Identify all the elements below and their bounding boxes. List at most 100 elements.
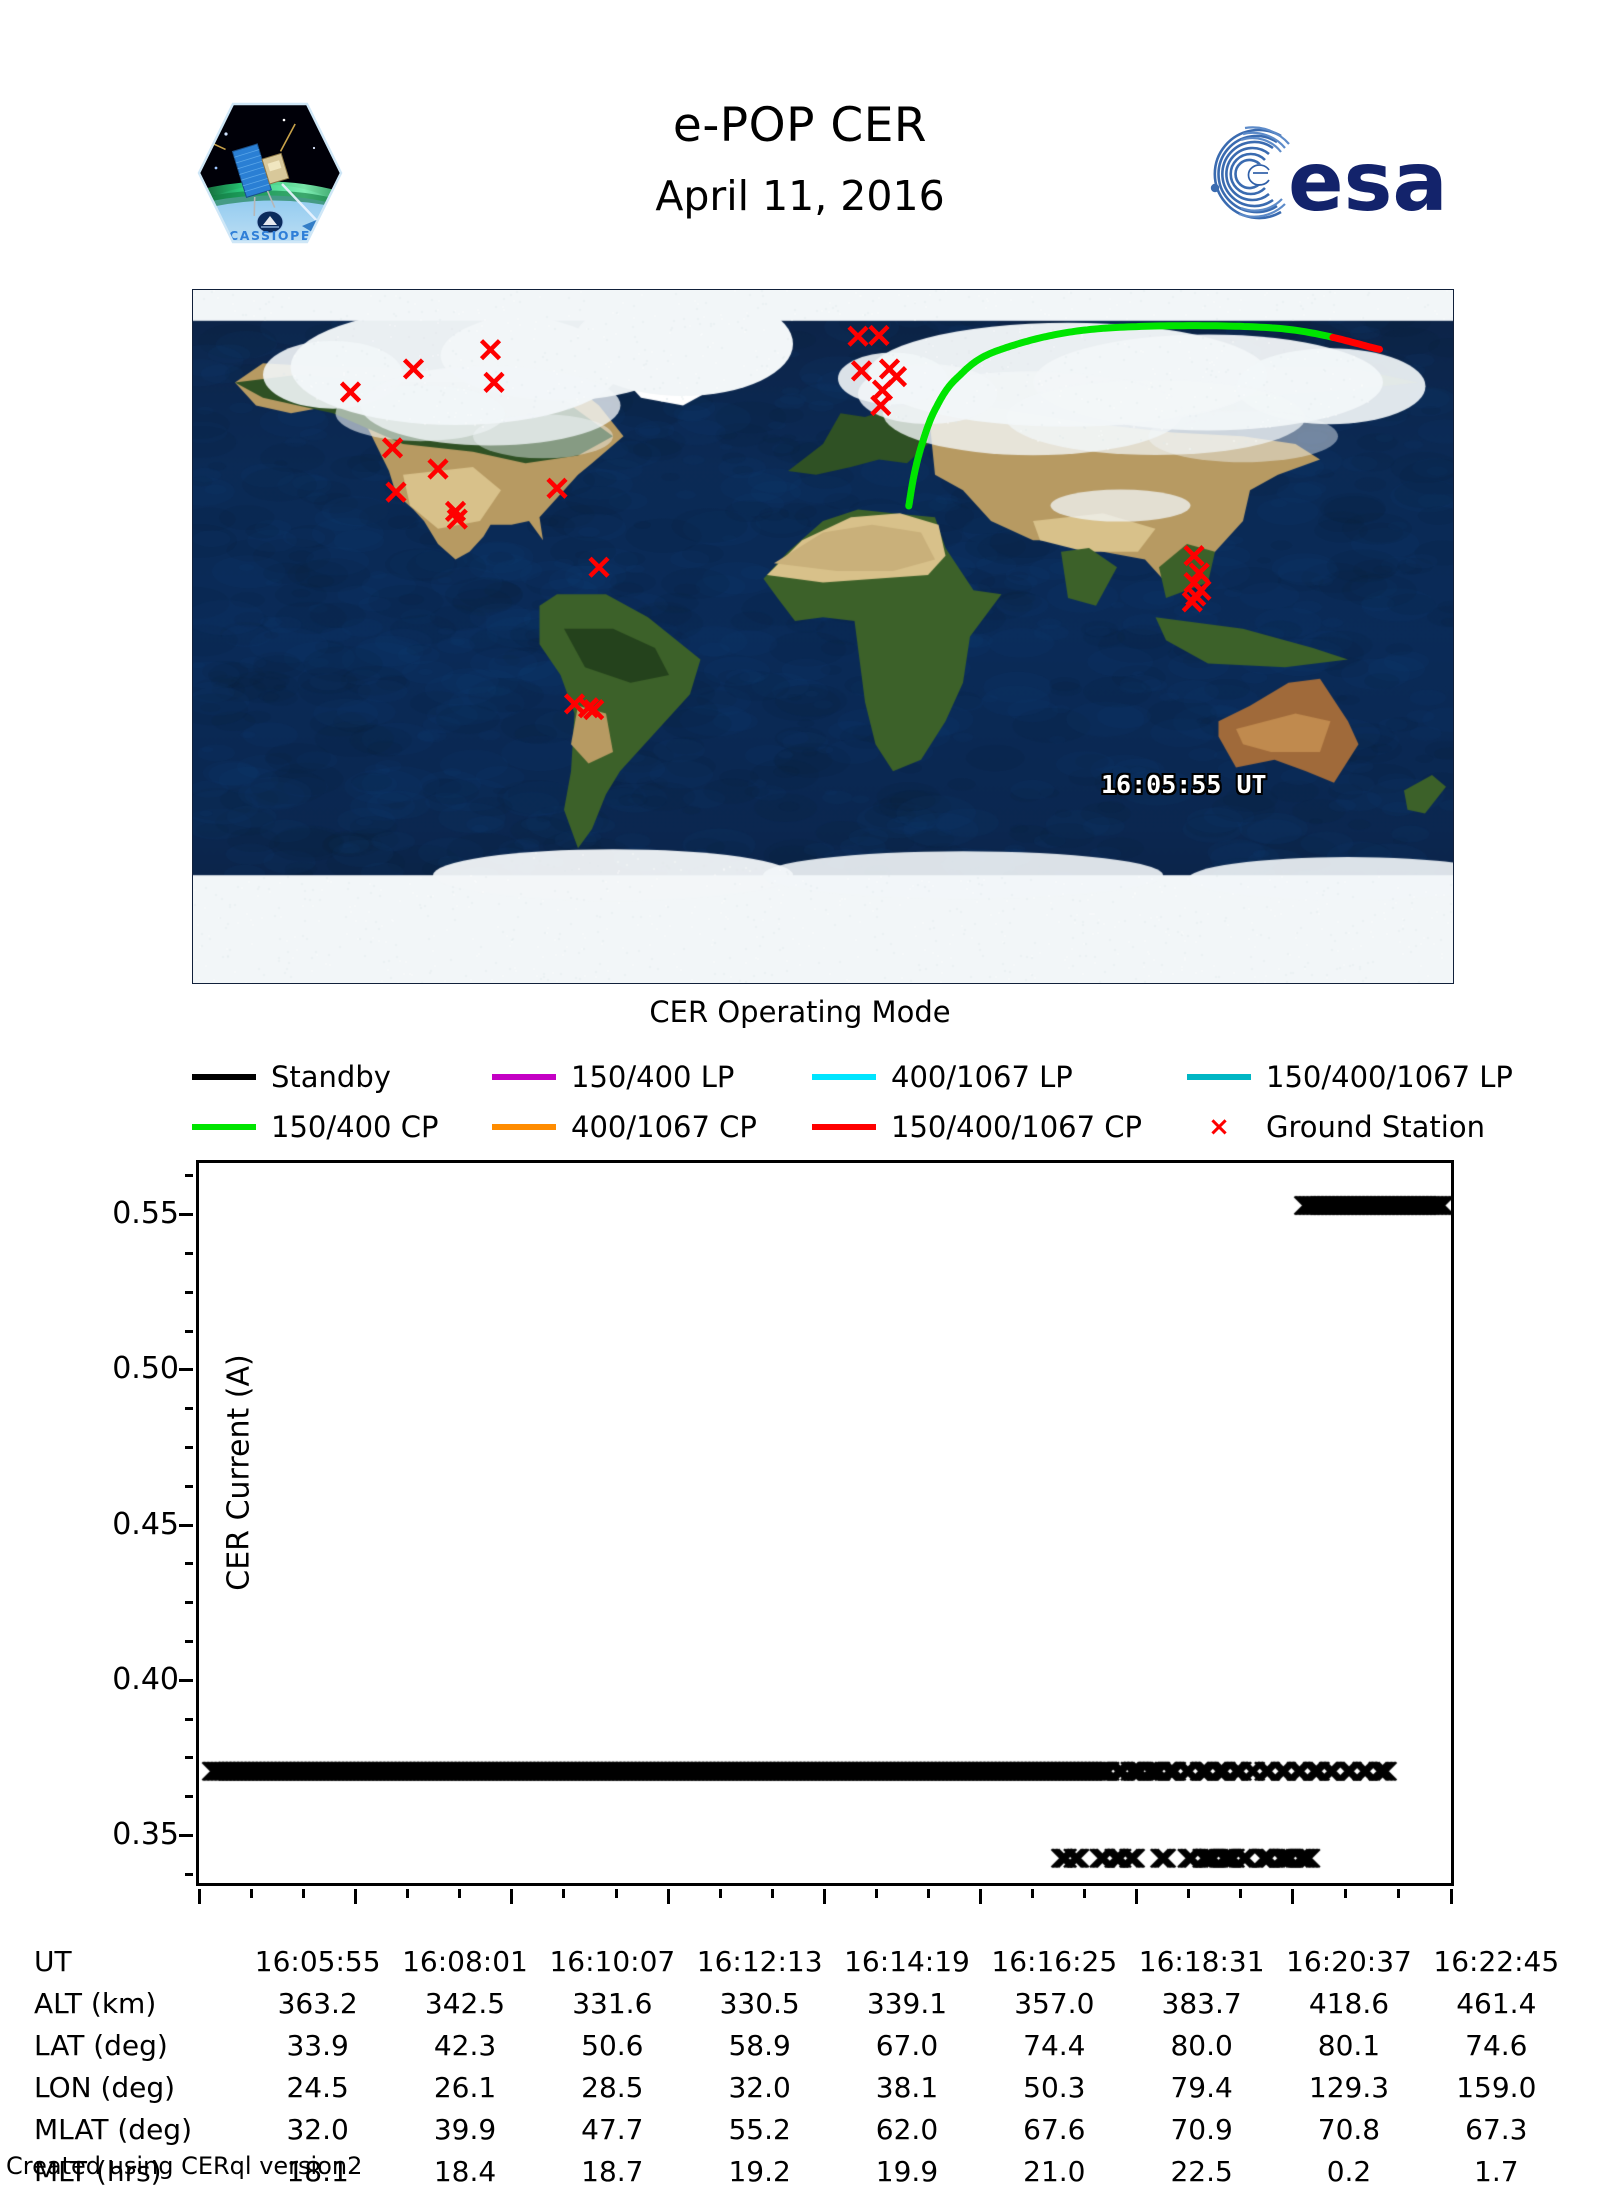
legend-title: CER Operating Mode bbox=[649, 995, 951, 1029]
legend-item-400-1067-cp[interactable]: 400/1067 CP bbox=[492, 1112, 812, 1142]
table-cell: 38.1 bbox=[875, 2070, 939, 2104]
table-cell: 50.6 bbox=[581, 2028, 644, 2062]
table-cell: 32.0 bbox=[286, 2112, 349, 2146]
table-cell: 28.5 bbox=[581, 2070, 644, 2104]
y-axis-tick-mark bbox=[179, 1213, 193, 1217]
legend-item-label: Ground Station bbox=[1266, 1110, 1485, 1144]
table-cell: 26.1 bbox=[433, 2070, 497, 2104]
y-axis-minor-tick bbox=[185, 1872, 193, 1876]
legend-color-swatch bbox=[492, 1074, 556, 1080]
legend-color-swatch bbox=[812, 1124, 876, 1130]
table-row: MLAT (deg) 32.0 39.9 47.7 55.2 62.0 67.6 70.9 70… bbox=[30, 2108, 1570, 2150]
legend-color-swatch bbox=[192, 1124, 256, 1130]
cer-operating-mode-legend: Standby 150/400 LP 400/1067 LP 150/400/1067… bbox=[192, 1055, 1513, 1155]
legend-item-label: 150/400 CP bbox=[271, 1110, 439, 1144]
y-axis-minor-tick bbox=[185, 1407, 193, 1411]
table-cell: 74.6 bbox=[1465, 2028, 1528, 2062]
legend-item-label: 400/1067 CP bbox=[571, 1110, 757, 1144]
y-axis-minor-tick bbox=[185, 1329, 193, 1333]
table-cell: 67.0 bbox=[875, 2028, 939, 2062]
x-axis-minor-tick bbox=[718, 1889, 722, 1898]
y-axis-minor-tick bbox=[185, 1484, 193, 1488]
x-axis-minor-tick bbox=[926, 1889, 930, 1898]
table-cell: 18.1 bbox=[286, 2154, 349, 2188]
y-axis-minor-tick bbox=[185, 1639, 193, 1643]
cassiope-logo-text: CASSIOPE bbox=[229, 228, 311, 243]
map-start-time-label: 16:05:55 UT bbox=[1101, 770, 1267, 799]
x-axis-tick-mark bbox=[510, 1889, 514, 1904]
table-cell: 16:10:07 bbox=[549, 1944, 676, 1978]
legend-item-150-400-1067-cp[interactable]: 150/400/1067 CP bbox=[812, 1112, 1187, 1142]
x-axis-minor-tick bbox=[614, 1889, 618, 1898]
table-cell: 33.9 bbox=[286, 2028, 349, 2062]
legend-item-ground-station[interactable]: × Ground Station bbox=[1187, 1112, 1485, 1142]
esa-logo: esa bbox=[1185, 118, 1485, 230]
world-map-image bbox=[193, 290, 1453, 983]
table-cell: 79.4 bbox=[1170, 2070, 1233, 2104]
legend-item-standby[interactable]: Standby bbox=[192, 1062, 492, 1092]
table-cell: 18.4 bbox=[433, 2154, 497, 2188]
legend-color-swatch bbox=[812, 1074, 876, 1080]
table-cell: 129.3 bbox=[1308, 2070, 1390, 2104]
x-axis-minor-tick bbox=[458, 1889, 462, 1898]
x-axis-minor-tick bbox=[250, 1889, 254, 1898]
legend-item-150-400-cp[interactable]: 150/400 CP bbox=[192, 1112, 492, 1142]
table-cell: 383.7 bbox=[1161, 1986, 1242, 2020]
legend-item-400-1067-lp[interactable]: 400/1067 LP bbox=[812, 1062, 1187, 1092]
table-cell: 461.4 bbox=[1456, 1986, 1537, 2020]
table-cell: 47.7 bbox=[581, 2112, 644, 2146]
table-cell: 357.0 bbox=[1014, 1986, 1095, 2020]
page-header: CASSIOPE e-POP CER April 11, 2016 bbox=[0, 0, 1600, 260]
x-axis-tick-mark bbox=[1291, 1889, 1295, 1904]
table-row-label: LON (deg) bbox=[34, 2070, 176, 2104]
legend-item-label: Standby bbox=[271, 1060, 391, 1094]
y-axis-label: CER Current (A) bbox=[221, 1354, 257, 1591]
table-cell: 16:08:01 bbox=[402, 1944, 528, 1978]
y-axis-tick-mark bbox=[179, 1833, 193, 1837]
table-cell: 24.5 bbox=[286, 2070, 349, 2104]
table-cell: 80.1 bbox=[1317, 2028, 1381, 2062]
table-row-label: ALT (km) bbox=[34, 1986, 157, 2020]
table-cell: 67.3 bbox=[1465, 2112, 1528, 2146]
y-axis-minor-tick bbox=[185, 1601, 193, 1605]
table-row-label: LAT (deg) bbox=[34, 2028, 168, 2062]
table-cell: 16:12:13 bbox=[696, 1944, 823, 1978]
x-axis-minor-tick bbox=[770, 1889, 774, 1898]
x-axis-minor-tick bbox=[1239, 1889, 1243, 1898]
table-cell: 16:20:37 bbox=[1286, 1944, 1412, 1978]
table-cell: 70.8 bbox=[1317, 2112, 1381, 2146]
table-row-label: UT bbox=[34, 1944, 72, 1978]
table-row: UT 16:05:55 16:08:01 16:10:07 16:12:13 16:14:… bbox=[30, 1940, 1570, 1982]
table-cell: 331.6 bbox=[572, 1986, 653, 2020]
y-axis-minor-tick bbox=[185, 1445, 193, 1449]
y-axis-minor-tick bbox=[185, 1795, 193, 1799]
table-cell: 80.0 bbox=[1170, 2028, 1233, 2062]
y-axis-tick-label: 0.45 bbox=[112, 1506, 179, 1542]
legend-item-label: 150/400/1067 CP bbox=[891, 1110, 1143, 1144]
table-cell: 19.9 bbox=[875, 2154, 939, 2188]
y-axis-minor-tick bbox=[185, 1717, 193, 1721]
legend-item-150-400-1067-lp[interactable]: 150/400/1067 LP bbox=[1187, 1062, 1513, 1092]
table-cell: 1.7 bbox=[1474, 2154, 1519, 2188]
x-axis-minor-tick bbox=[874, 1889, 878, 1898]
table-cell: 55.2 bbox=[728, 2112, 791, 2146]
table-cell: 62.0 bbox=[875, 2112, 939, 2146]
legend-item-150-400-lp[interactable]: 150/400 LP bbox=[492, 1062, 812, 1092]
table-cell: 339.1 bbox=[866, 1986, 948, 2020]
legend-color-swatch bbox=[1187, 1074, 1251, 1080]
legend-item-label: 400/1067 LP bbox=[891, 1060, 1073, 1094]
table-cell: 32.0 bbox=[728, 2070, 791, 2104]
legend-item-label: 150/400 LP bbox=[571, 1060, 735, 1094]
table-cell: 363.2 bbox=[277, 1986, 358, 2020]
table-cell: 330.5 bbox=[719, 1986, 800, 2020]
y-axis-tick-label: 0.55 bbox=[112, 1196, 179, 1232]
table-row: MLT (hrs) 18.1 18.4 18.7 19.2 19.9 21.0 22.5 0.2… bbox=[30, 2150, 1570, 2192]
table-cell: 16:18:31 bbox=[1138, 1944, 1265, 1978]
table-cell: 16:22:45 bbox=[1433, 1944, 1560, 1978]
table-row-label: MLAT (deg) bbox=[34, 2112, 193, 2146]
footer-credit: Created using CERql version2 bbox=[6, 2152, 363, 2180]
x-axis-minor-tick bbox=[302, 1889, 306, 1898]
table-cell: 39.9 bbox=[433, 2112, 497, 2146]
legend-color-swatch bbox=[192, 1074, 256, 1080]
y-axis-tick-mark bbox=[179, 1678, 193, 1682]
